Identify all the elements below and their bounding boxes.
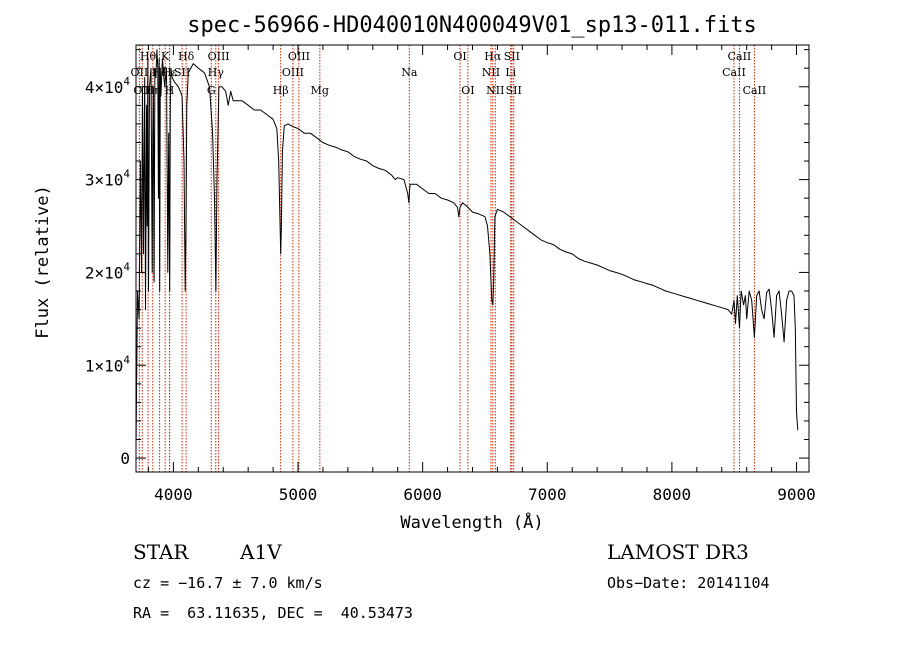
y-tick-label: 3×104 bbox=[85, 168, 131, 190]
object-subclass: A1V bbox=[240, 540, 282, 564]
line-label-sii: SII bbox=[506, 84, 522, 97]
line-label-k: K bbox=[161, 50, 170, 63]
line-label-nii: NII bbox=[486, 84, 504, 97]
chart-title: spec-56966-HD040010N400049V01_sp13-011.f… bbox=[187, 13, 757, 38]
series-line-flux bbox=[135, 49, 799, 449]
redshift-cz: cz = −16.7 ± 7.0 km/s bbox=[133, 574, 323, 592]
line-label-sii: SII bbox=[504, 50, 520, 63]
line-label-caii: CaII bbox=[743, 84, 767, 97]
line-label-hθ: Hθ bbox=[140, 50, 157, 63]
line-label-g: G bbox=[207, 84, 216, 97]
survey-name: LAMOST DR3 bbox=[607, 540, 749, 564]
axes: 4000 5000 6000 7000 8000 9000 0 1×104 2×104 3×104… bbox=[85, 45, 816, 504]
line-label-oi: OI bbox=[461, 84, 474, 97]
x-tick-label: 6000 bbox=[403, 485, 442, 504]
spectrum-chart: spec-56966-HD040010N400049V01_sp13-011.f… bbox=[33, 13, 816, 533]
line-label-na: Na bbox=[401, 66, 418, 79]
y-axis-label: Flux (relative) bbox=[33, 185, 53, 339]
line-label-hβ: Hβ bbox=[273, 84, 289, 97]
x-tick-label: 9000 bbox=[777, 485, 816, 504]
x-tick-label: 4000 bbox=[154, 485, 193, 504]
line-label-hδ: Hδ bbox=[178, 50, 195, 63]
line-label-oiii: OIII bbox=[288, 50, 310, 63]
plot-frame bbox=[135, 44, 810, 473]
line-label-hα: Hα bbox=[484, 50, 502, 63]
line-label-caii: CaII bbox=[722, 66, 746, 79]
spectrum-series bbox=[135, 49, 799, 449]
x-tick-label: 5000 bbox=[279, 485, 318, 504]
y-tick-label: 0 bbox=[120, 449, 130, 468]
line-label-oiii: OIII bbox=[208, 50, 230, 63]
line-label-li: Li bbox=[505, 66, 516, 79]
y-tick-label: 4×104 bbox=[85, 75, 131, 97]
spectral-line-markers: OIIOIIHθHηHζKHHεSIIHδGHγOIIIHβOIIIOIIIMg… bbox=[131, 45, 767, 472]
x-tick-label: 8000 bbox=[653, 485, 692, 504]
x-tick-label: 7000 bbox=[528, 485, 567, 504]
object-class: STAR bbox=[133, 540, 189, 564]
line-label-nii: NII bbox=[482, 66, 500, 79]
line-label-oiii: OIII bbox=[282, 66, 304, 79]
observation-date: Obs−Date: 20141104 bbox=[607, 574, 770, 592]
x-axis-label: Wavelength (Å) bbox=[400, 511, 543, 533]
line-label-caii: CaII bbox=[728, 50, 752, 63]
line-label-hγ: Hγ bbox=[208, 66, 225, 79]
line-label-oi: OI bbox=[453, 50, 466, 63]
y-tick-label: 1×104 bbox=[85, 353, 131, 375]
y-tick-label: 2×104 bbox=[85, 260, 131, 282]
line-label-mg: Mg bbox=[311, 84, 329, 97]
line-label-hη: Hη bbox=[145, 84, 161, 97]
coordinates: RA = 63.11635, DEC = 40.53473 bbox=[133, 604, 413, 622]
line-label-oii: OII bbox=[131, 66, 149, 79]
